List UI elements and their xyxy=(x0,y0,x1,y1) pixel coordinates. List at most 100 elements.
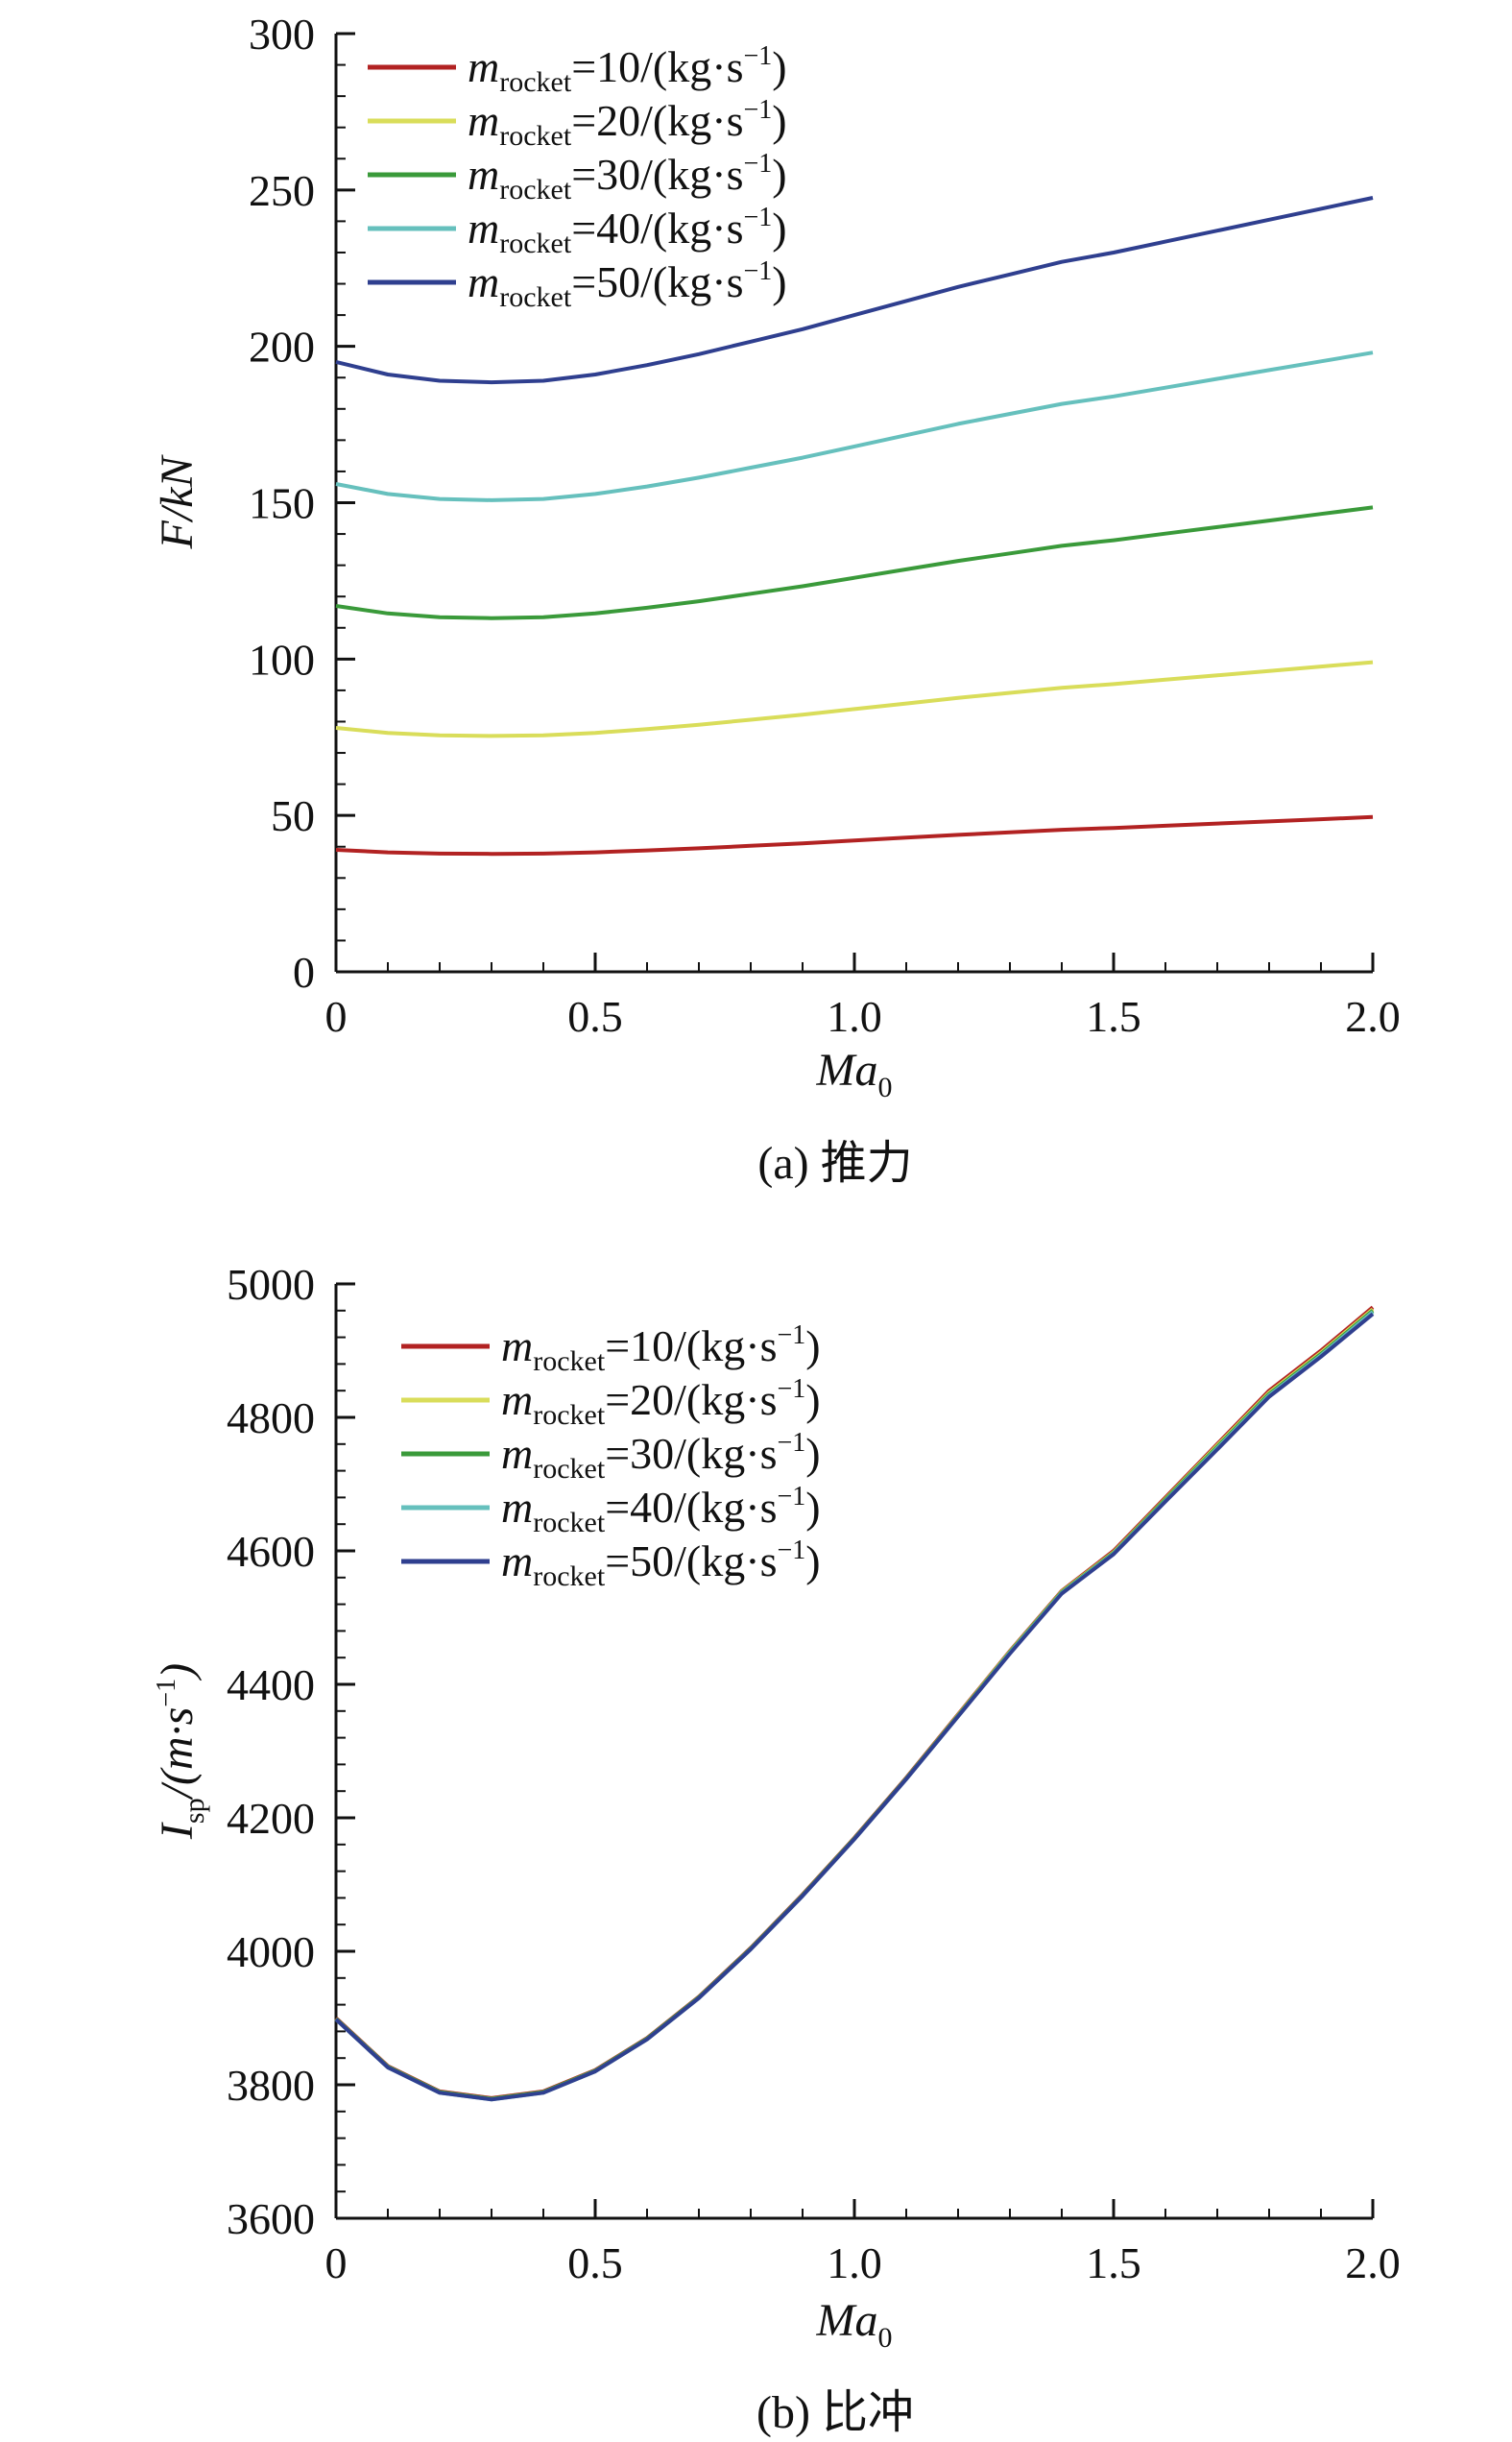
y-axis-title: F/kN xyxy=(152,454,203,550)
x-tick-label: 0 xyxy=(325,992,348,1041)
legend-text-part: =40/(kg·s xyxy=(605,1483,777,1532)
legend: mrocket=10/(kg·s−1)mrocket=20/(kg·s−1)mr… xyxy=(401,1320,821,1592)
legend-item-3: mrocket=30/(kg·s−1) xyxy=(368,149,787,206)
y-tick-label: 250 xyxy=(249,166,315,215)
legend-symbol: m xyxy=(501,1375,533,1424)
y-axis-title-unit: /kN xyxy=(152,454,203,524)
legend-text-part: =50/(kg·s xyxy=(571,257,743,306)
legend-item-2: mrocket=20/(kg·s−1) xyxy=(401,1374,821,1431)
series-line-5 xyxy=(335,196,1374,385)
legend-subscript: rocket xyxy=(499,66,572,98)
legend: mrocket=10/(kg·s−1)mrocket=20/(kg·s−1)mr… xyxy=(368,41,787,313)
legend-superscript: −1 xyxy=(777,1428,805,1458)
y-tick-label: 100 xyxy=(249,635,315,684)
legend-subscript: rocket xyxy=(533,1507,606,1538)
legend-item-1: mrocket=10/(kg·s−1) xyxy=(368,41,787,98)
legend-symbol: m xyxy=(468,42,499,91)
legend-subscript: rocket xyxy=(533,1345,606,1377)
legend-superscript: −1 xyxy=(743,41,772,71)
legend-item-2: mrocket=20/(kg·s−1) xyxy=(368,95,787,152)
legend-symbol: m xyxy=(468,150,499,199)
series-line-2 xyxy=(334,1307,1375,2101)
legend-subscript: rocket xyxy=(499,228,572,259)
legend-item-5: mrocket=50/(kg·s−1) xyxy=(401,1535,821,1592)
x-axis-title-main: Ma xyxy=(816,2295,878,2346)
legend-label: mrocket=10/(kg·s−1) xyxy=(501,1320,821,1377)
x-axis-title-subscript: 0 xyxy=(877,2322,892,2354)
y-tick-label: 0 xyxy=(293,948,315,997)
legend-text-part: =30/(kg·s xyxy=(571,150,743,199)
legend-label: mrocket=30/(kg·s−1) xyxy=(501,1428,821,1485)
legend-label: mrocket=50/(kg·s−1) xyxy=(468,256,787,313)
y-axis-title-tail: /(m·s xyxy=(152,1707,203,1801)
legend-text-end: ) xyxy=(772,257,786,306)
y-tick-label: 4400 xyxy=(227,1660,315,1709)
legend-text-end: ) xyxy=(772,42,786,91)
y-tick-label: 5000 xyxy=(227,1260,315,1309)
legend-label: mrocket=20/(kg·s−1) xyxy=(468,95,787,152)
figure-caption: (a) 推力 xyxy=(757,1138,912,1189)
x-axis-title: Ma0 xyxy=(816,1045,893,1103)
series-line-1 xyxy=(334,1305,1375,2100)
x-axis-title-subscript: 0 xyxy=(877,1072,892,1103)
x-tick-label: 0.5 xyxy=(567,2238,623,2287)
legend-text-part: =50/(kg·s xyxy=(605,1536,777,1585)
x-tick-label: 2.0 xyxy=(1345,2238,1401,2287)
legend-subscript: rocket xyxy=(533,1560,606,1592)
legend-label: mrocket=40/(kg·s−1) xyxy=(468,203,787,259)
legend-symbol: m xyxy=(501,1429,533,1478)
series-line-5 xyxy=(334,1312,1375,2102)
legend-label: mrocket=30/(kg·s−1) xyxy=(468,149,787,206)
legend-text-part: =10/(kg·s xyxy=(571,42,743,91)
legend-subscript: rocket xyxy=(499,174,572,206)
series-line-4 xyxy=(335,351,1374,502)
figure-caption: (b) 比冲 xyxy=(756,2387,914,2438)
legend-item-3: mrocket=30/(kg·s−1) xyxy=(401,1428,821,1485)
legend-superscript: −1 xyxy=(777,1320,805,1350)
legend-superscript: −1 xyxy=(777,1482,805,1511)
legend-subscript: rocket xyxy=(499,120,572,152)
legend-item-4: mrocket=40/(kg·s−1) xyxy=(368,203,787,259)
legend-superscript: −1 xyxy=(777,1535,805,1565)
legend-label: mrocket=40/(kg·s−1) xyxy=(501,1482,821,1538)
y-tick-label: 4800 xyxy=(227,1393,315,1442)
x-tick-label: 0 xyxy=(325,2238,348,2287)
x-tick-label: 1.5 xyxy=(1086,2238,1141,2287)
legend-subscript: rocket xyxy=(499,281,572,313)
x-axis-title: Ma0 xyxy=(816,2295,893,2354)
legend-text-part: =20/(kg·s xyxy=(605,1375,777,1424)
series-line-3 xyxy=(334,1309,1375,2101)
legend-text-end: ) xyxy=(805,1375,820,1424)
y-axis-title-superscript: −1 xyxy=(152,1679,181,1707)
legend-label: mrocket=50/(kg·s−1) xyxy=(501,1535,821,1592)
y-tick-label: 150 xyxy=(249,479,315,528)
series-line-1 xyxy=(335,814,1374,857)
legend-symbol: m xyxy=(501,1483,533,1532)
legend-text-part: =20/(kg·s xyxy=(571,96,743,145)
legend-text-end: ) xyxy=(772,96,786,145)
y-tick-label: 50 xyxy=(271,791,315,840)
legend-item-5: mrocket=50/(kg·s−1) xyxy=(368,256,787,313)
legend-symbol: m xyxy=(468,257,499,306)
legend-subscript: rocket xyxy=(533,1453,606,1485)
legend-superscript: −1 xyxy=(743,256,772,286)
y-axis-title-main: F xyxy=(152,520,203,549)
legend-symbol: m xyxy=(468,204,499,253)
legend-label: mrocket=10/(kg·s−1) xyxy=(468,41,787,98)
x-tick-label: 1.0 xyxy=(827,992,882,1041)
y-axis-title-end: ) xyxy=(152,1663,203,1681)
legend-text-part: =30/(kg·s xyxy=(605,1429,777,1478)
legend-item-1: mrocket=10/(kg·s−1) xyxy=(401,1320,821,1377)
legend-symbol: m xyxy=(468,96,499,145)
y-axis-title-main: I xyxy=(152,1822,203,1840)
y-tick-label: 300 xyxy=(249,10,315,59)
series-line-3 xyxy=(335,505,1374,620)
legend-text-end: ) xyxy=(772,204,786,253)
legend-superscript: −1 xyxy=(777,1374,805,1404)
legend-text-end: ) xyxy=(805,1429,820,1478)
legend-subscript: rocket xyxy=(533,1399,606,1431)
legend-text-end: ) xyxy=(805,1321,820,1370)
legend-text-part: =40/(kg·s xyxy=(571,204,743,253)
legend-symbol: m xyxy=(501,1536,533,1585)
series-line-2 xyxy=(335,660,1374,738)
